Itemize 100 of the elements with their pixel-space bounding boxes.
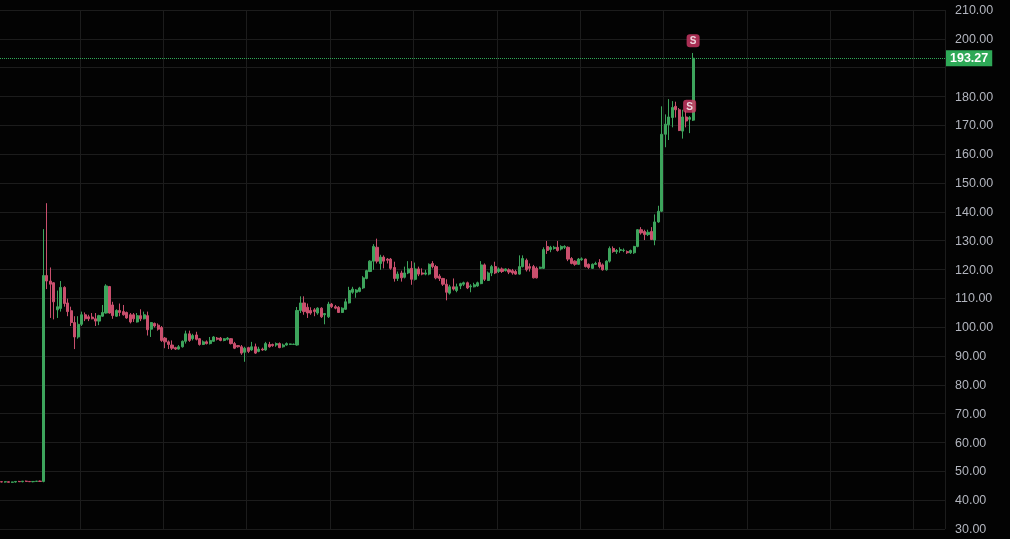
candlestick xyxy=(240,344,243,356)
candlestick xyxy=(4,480,7,484)
candlestick xyxy=(42,228,45,483)
y-tick-label: 160.00 xyxy=(955,147,994,162)
y-tick-label: 120.00 xyxy=(955,262,994,277)
candlestick xyxy=(650,226,653,241)
candlestick xyxy=(216,336,219,341)
candlestick xyxy=(271,343,274,348)
candlestick xyxy=(334,304,337,310)
candlestick xyxy=(382,254,385,269)
candlestick xyxy=(202,339,205,346)
candlestick xyxy=(170,339,174,351)
candlestick xyxy=(28,480,31,483)
candlestick xyxy=(546,240,549,255)
candlestick xyxy=(153,322,156,328)
candlestick xyxy=(212,335,215,343)
candlestick xyxy=(129,312,132,324)
candlestick xyxy=(7,480,10,483)
candlestick xyxy=(587,262,590,270)
candlestick xyxy=(417,266,420,277)
candlestick xyxy=(139,308,142,322)
candlestick xyxy=(580,256,583,262)
candlestick xyxy=(233,341,236,350)
candlestick xyxy=(563,244,566,250)
candlestick xyxy=(379,254,382,271)
candlestick xyxy=(118,303,121,317)
y-tick-label: 50.00 xyxy=(955,464,987,479)
candlestick xyxy=(407,260,410,275)
candlestick xyxy=(685,110,688,128)
candlestick xyxy=(122,304,125,317)
candlestick xyxy=(289,343,292,346)
candlestick xyxy=(504,267,507,273)
candlestick xyxy=(553,245,556,251)
candlestick xyxy=(77,315,80,340)
candlestick xyxy=(497,266,500,274)
candlestick xyxy=(14,480,17,484)
candlestick xyxy=(0,480,3,483)
y-tick-label: 180.00 xyxy=(955,89,994,104)
candlestick xyxy=(511,268,514,276)
y-tick-label: 30.00 xyxy=(955,522,987,536)
candlestick xyxy=(639,226,643,236)
y-tick-label: 100.00 xyxy=(955,320,994,335)
candlestick xyxy=(629,249,632,255)
y-tick-label: 110.00 xyxy=(955,291,993,306)
candlestick xyxy=(480,260,483,285)
candlestick xyxy=(219,336,222,342)
y-tick-label: 170.00 xyxy=(955,118,994,133)
y-tick-label: 60.00 xyxy=(955,435,987,450)
candlestick xyxy=(535,266,538,279)
data-label: S xyxy=(686,100,694,112)
candlestick xyxy=(282,343,285,349)
candlestick xyxy=(400,270,403,283)
candlestick xyxy=(507,267,511,275)
candlestick xyxy=(25,480,28,483)
candlestick xyxy=(466,281,469,290)
candlestick xyxy=(410,260,413,286)
candlestick xyxy=(285,341,288,347)
data-label: S xyxy=(689,35,697,47)
candlestick xyxy=(205,339,208,345)
y-tick-label: 90.00 xyxy=(955,349,987,363)
candlestick xyxy=(584,258,587,268)
candlestick xyxy=(573,259,577,267)
candlestick xyxy=(490,264,493,277)
candlestick xyxy=(355,288,358,299)
candlestick xyxy=(646,229,650,237)
y-tick-label: 40.00 xyxy=(955,493,987,508)
candlestick xyxy=(143,311,146,320)
candlestick xyxy=(320,306,323,319)
candlestick xyxy=(494,261,497,275)
candlestick xyxy=(177,344,180,351)
candlestick xyxy=(643,229,646,241)
ref-line-label: 193.27 xyxy=(950,51,989,66)
candlestick xyxy=(11,481,14,484)
candlestick xyxy=(316,306,319,316)
candlestick xyxy=(549,245,552,253)
candlestick xyxy=(462,281,465,287)
y-tick-label: 200.00 xyxy=(955,31,994,46)
y-tick-label: 150.00 xyxy=(955,176,994,190)
candlestick xyxy=(434,264,438,280)
candlestick xyxy=(414,262,417,281)
candlestick xyxy=(514,269,517,276)
candlestick xyxy=(18,480,21,483)
candlestick xyxy=(500,266,504,274)
candlestick xyxy=(104,283,108,315)
candlestick xyxy=(209,336,212,345)
candlestick xyxy=(132,312,135,323)
candlestick xyxy=(302,295,306,316)
candlestick xyxy=(619,246,622,254)
candlestick xyxy=(615,248,618,255)
candlestick xyxy=(223,337,226,342)
candlestick xyxy=(35,480,38,483)
candlestick xyxy=(473,282,476,288)
candlestick xyxy=(566,245,570,262)
candlestick xyxy=(577,257,580,266)
candlestick xyxy=(84,311,87,322)
candlestick xyxy=(612,245,615,254)
candlestick xyxy=(229,337,233,345)
candlestick xyxy=(372,243,375,271)
candlestick xyxy=(167,339,170,350)
candlestick xyxy=(313,307,316,317)
